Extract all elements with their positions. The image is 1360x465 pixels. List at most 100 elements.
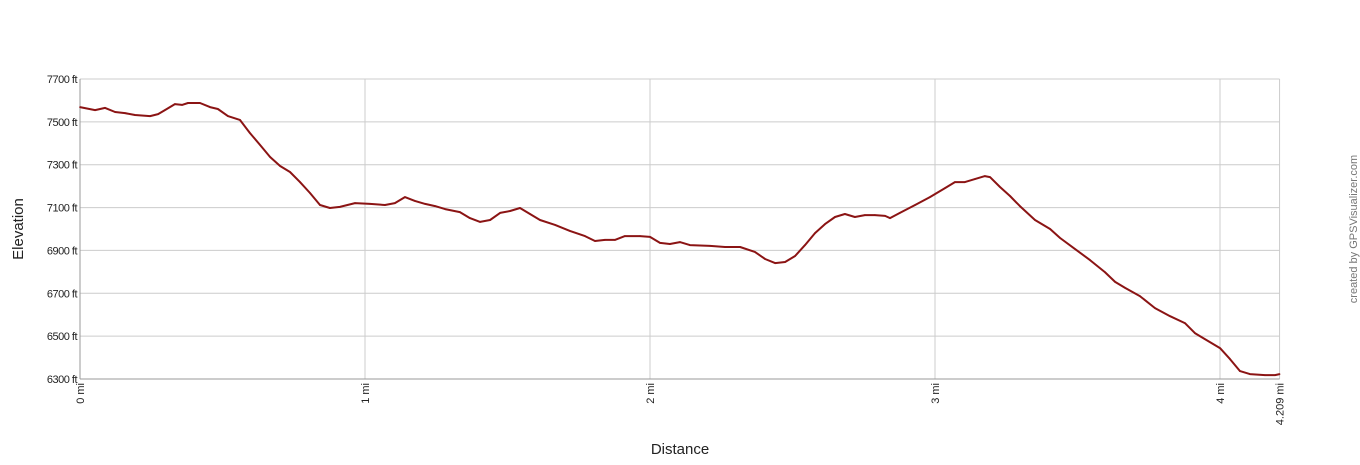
- data-point: [319, 204, 321, 206]
- x-tick-label: 2 mi: [645, 383, 657, 404]
- data-point: [1249, 373, 1251, 375]
- data-point: [569, 230, 571, 232]
- x-axis-label: Distance: [651, 441, 709, 458]
- data-point: [964, 181, 966, 183]
- data-point: [804, 244, 806, 246]
- data-point: [1204, 338, 1206, 340]
- data-point: [999, 186, 1001, 188]
- data-point: [1034, 219, 1036, 221]
- data-point: [884, 215, 886, 217]
- data-point: [944, 187, 946, 189]
- data-point: [774, 262, 776, 264]
- data-point: [339, 206, 341, 208]
- data-point: [209, 106, 211, 108]
- data-point: [1194, 332, 1196, 334]
- data-point: [1278, 373, 1281, 375]
- data-point: [354, 202, 356, 204]
- x-tick-labels: 0 mi 1 mi 2 mi 3 mi 4 mi 4.209 mi: [75, 383, 1287, 425]
- data-point: [784, 261, 786, 263]
- data-point: [434, 205, 436, 207]
- data-point: [984, 175, 986, 177]
- data-point: [1049, 228, 1051, 230]
- data-point: [669, 243, 671, 245]
- data-point: [814, 232, 816, 234]
- data-point: [1009, 195, 1011, 197]
- data-point: [639, 235, 641, 237]
- data-point: [914, 204, 916, 206]
- data-point: [724, 246, 726, 248]
- data-point: [864, 214, 866, 216]
- y-tick-label: 7300 ft: [47, 160, 78, 172]
- data-point: [181, 104, 183, 106]
- data-point: [199, 102, 201, 104]
- elevation-line: [79, 102, 1280, 377]
- data-point: [954, 181, 956, 183]
- data-point: [157, 113, 159, 115]
- data-point: [239, 119, 241, 121]
- data-point: [1114, 281, 1116, 283]
- data-point: [394, 202, 396, 204]
- data-point: [679, 241, 681, 243]
- data-point: [279, 165, 281, 167]
- attribution: created by GPSVisualizer.com: [1348, 155, 1360, 303]
- x-tick-label: 1 mi: [360, 383, 372, 404]
- data-point: [1219, 347, 1221, 349]
- data-point: [899, 212, 901, 214]
- x-tick-label: 3 mi: [930, 383, 942, 404]
- data-point: [309, 192, 311, 194]
- data-point: [974, 178, 976, 180]
- data-point: [499, 212, 501, 214]
- data-point: [614, 239, 616, 241]
- data-point: [114, 111, 116, 113]
- data-point: [519, 207, 521, 209]
- grid: [79, 78, 1281, 380]
- data-point: [834, 216, 836, 218]
- data-point: [844, 213, 846, 215]
- data-point: [94, 109, 96, 111]
- data-point: [459, 211, 461, 213]
- data-point: [1184, 322, 1186, 324]
- data-point: [444, 208, 446, 210]
- data-point: [594, 240, 596, 242]
- data-point: [764, 258, 766, 260]
- data-point: [479, 221, 481, 223]
- data-point: [709, 245, 711, 247]
- data-point: [689, 244, 691, 246]
- data-point: [539, 219, 541, 221]
- data-point: [259, 144, 261, 146]
- x-tick-label: 4.209 mi: [1275, 383, 1287, 425]
- y-tick-label: 6300 ft: [47, 374, 78, 386]
- data-point: [1104, 271, 1106, 273]
- data-point: [1074, 248, 1076, 250]
- data-point: [649, 236, 651, 238]
- data-point: [1169, 315, 1171, 318]
- data-point: [227, 115, 229, 117]
- data-point: [874, 214, 876, 216]
- y-axis-label: Elevation: [10, 198, 27, 260]
- data-point: [469, 217, 471, 219]
- data-point: [1089, 259, 1091, 261]
- data-point: [404, 196, 406, 198]
- data-point: [149, 115, 151, 117]
- x-tick-label: 0 mi: [75, 383, 87, 404]
- data-point: [1139, 295, 1141, 297]
- data-point: [929, 196, 931, 198]
- data-point: [369, 203, 371, 205]
- data-point: [1124, 287, 1126, 289]
- data-point: [414, 200, 416, 202]
- data-point: [164, 109, 166, 111]
- series: [79, 102, 1281, 377]
- data-point: [249, 132, 251, 134]
- y-tick-label: 6700 ft: [47, 288, 78, 300]
- y-tick-label: 7100 ft: [47, 203, 78, 215]
- data-point: [754, 251, 756, 253]
- data-point: [299, 181, 301, 183]
- data-point: [134, 114, 136, 116]
- data-point: [624, 235, 626, 237]
- data-point: [424, 203, 426, 205]
- data-point: [509, 210, 511, 212]
- data-point: [1059, 237, 1061, 239]
- data-point: [489, 219, 491, 221]
- data-point: [1239, 370, 1241, 372]
- data-point: [269, 156, 271, 158]
